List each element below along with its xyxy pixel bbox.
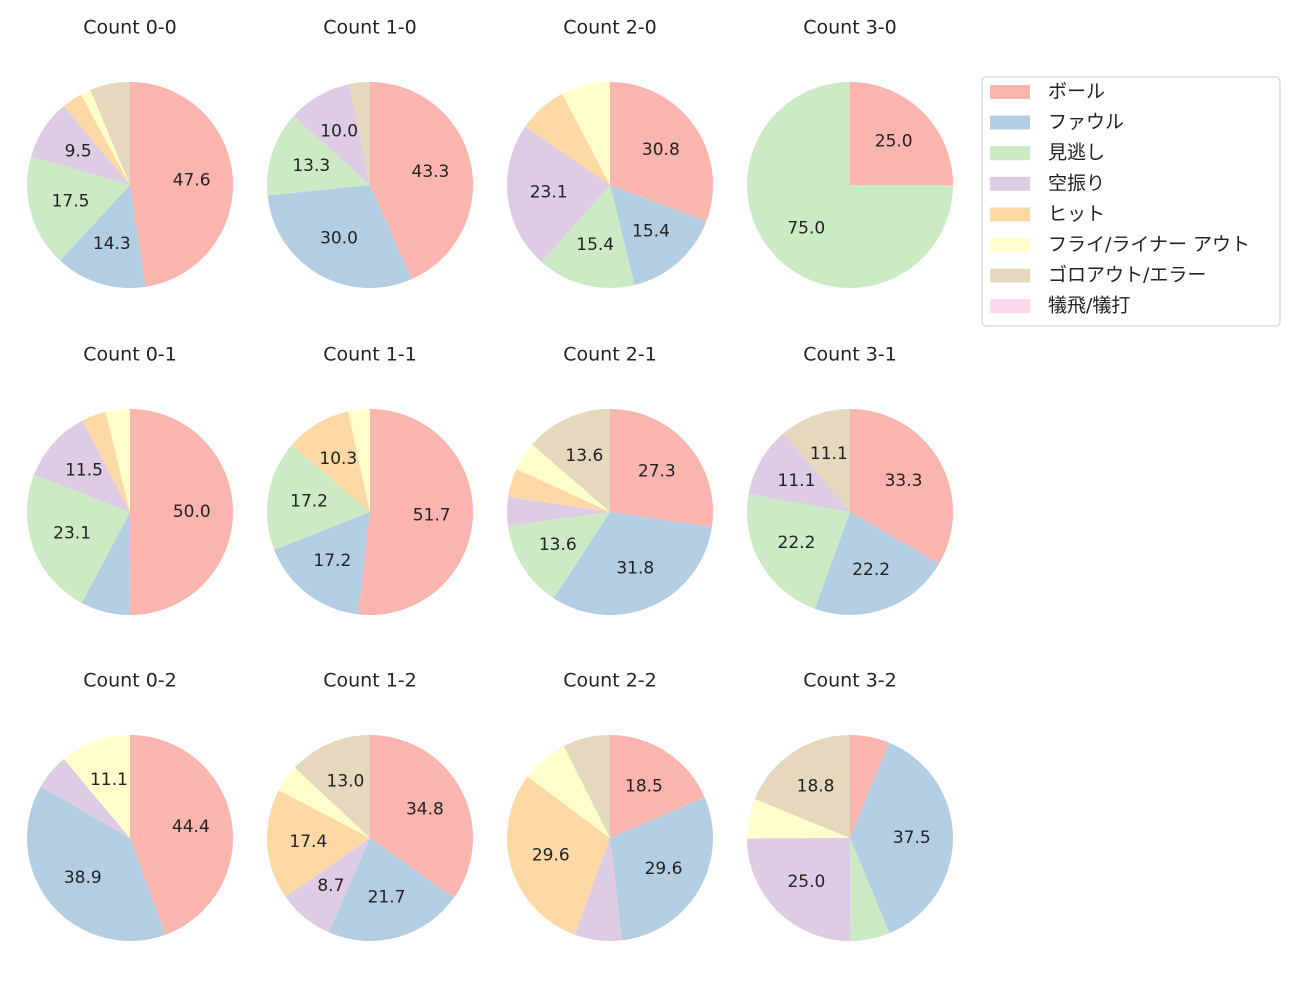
slice-label: 13.0 bbox=[327, 771, 365, 791]
slice-label: 13.6 bbox=[565, 446, 603, 466]
legend-label: ボール bbox=[1048, 81, 1105, 103]
slice-label: 17.2 bbox=[313, 551, 351, 571]
legend-swatch bbox=[990, 299, 1030, 313]
slice-label: 31.8 bbox=[616, 558, 654, 578]
legend-label: ファウル bbox=[1048, 111, 1124, 133]
chart-title: Count 0-2 bbox=[83, 670, 177, 692]
chart-title: Count 1-0 bbox=[323, 17, 417, 39]
legend-swatch bbox=[990, 116, 1030, 130]
legend-swatch bbox=[990, 146, 1030, 160]
slice-label: 15.4 bbox=[632, 221, 670, 241]
slice-label: 29.6 bbox=[645, 859, 683, 879]
slice-label: 29.6 bbox=[532, 846, 570, 866]
slice-label: 11.1 bbox=[810, 444, 848, 464]
legend-label: 見逃し bbox=[1048, 142, 1105, 164]
legend-swatch bbox=[990, 177, 1030, 191]
slice-label: 50.0 bbox=[173, 502, 211, 522]
slice-label: 51.7 bbox=[413, 505, 451, 525]
slice-label: 33.3 bbox=[885, 471, 923, 491]
slice-label: 21.7 bbox=[368, 888, 406, 908]
slice-label: 38.9 bbox=[64, 868, 102, 888]
slice-label: 27.3 bbox=[638, 462, 676, 482]
chart-title: Count 3-2 bbox=[803, 670, 897, 692]
slice-label: 17.4 bbox=[289, 832, 327, 852]
slice-label: 25.0 bbox=[787, 872, 825, 892]
legend-label: ヒット bbox=[1048, 203, 1105, 225]
legend-label: ゴロアウト/エラー bbox=[1048, 264, 1206, 286]
slice-label: 8.7 bbox=[317, 876, 344, 896]
slice-label: 30.8 bbox=[642, 140, 680, 160]
chart-title: Count 0-1 bbox=[83, 344, 177, 366]
slice-label: 22.2 bbox=[778, 533, 816, 553]
slice-label: 11.5 bbox=[65, 461, 103, 481]
legend-swatch bbox=[990, 207, 1030, 221]
legend-box bbox=[982, 77, 1280, 326]
slice-label: 18.8 bbox=[797, 777, 835, 797]
slice-label: 37.5 bbox=[893, 828, 931, 848]
slice-label: 22.2 bbox=[852, 560, 890, 580]
legend-label: フライ/ライナー アウト bbox=[1048, 234, 1250, 256]
chart-title: Count 2-2 bbox=[563, 670, 657, 692]
legend-label: 空振り bbox=[1048, 172, 1105, 194]
slice-label: 30.0 bbox=[320, 228, 358, 248]
slice-label: 43.3 bbox=[412, 162, 450, 182]
slice-label: 44.4 bbox=[172, 817, 210, 837]
chart-title: Count 3-0 bbox=[803, 17, 897, 39]
slice-label: 13.3 bbox=[292, 156, 330, 176]
slice-label: 17.2 bbox=[290, 492, 328, 512]
slice-label: 18.5 bbox=[625, 776, 663, 796]
chart-title: Count 0-0 bbox=[83, 17, 177, 39]
chart-title: Count 1-2 bbox=[323, 670, 417, 692]
slice-label: 10.3 bbox=[319, 449, 357, 469]
slice-label: 17.5 bbox=[52, 192, 90, 212]
chart-title: Count 1-1 bbox=[323, 344, 417, 366]
slice-label: 75.0 bbox=[787, 219, 825, 239]
slice-label: 14.3 bbox=[93, 234, 131, 254]
legend-swatch bbox=[990, 238, 1030, 252]
slice-label: 25.0 bbox=[875, 131, 913, 151]
legend-swatch bbox=[990, 85, 1030, 99]
slice-label: 9.5 bbox=[65, 141, 92, 161]
chart-title: Count 2-0 bbox=[563, 17, 657, 39]
chart-title: Count 2-1 bbox=[563, 344, 657, 366]
slice-label: 11.1 bbox=[778, 471, 816, 491]
chart-title: Count 3-1 bbox=[803, 344, 897, 366]
legend-label: 犠飛/犠打 bbox=[1048, 295, 1130, 317]
legend-swatch bbox=[990, 269, 1030, 283]
slice-label: 15.4 bbox=[576, 235, 614, 255]
slice-label: 47.6 bbox=[173, 170, 211, 190]
slice-label: 13.6 bbox=[539, 535, 577, 555]
slice-label: 34.8 bbox=[406, 800, 444, 820]
slice-label: 10.0 bbox=[320, 121, 358, 141]
slice-label: 11.1 bbox=[90, 770, 128, 790]
slice-label: 23.1 bbox=[53, 524, 91, 544]
slice-label: 23.1 bbox=[530, 182, 568, 202]
